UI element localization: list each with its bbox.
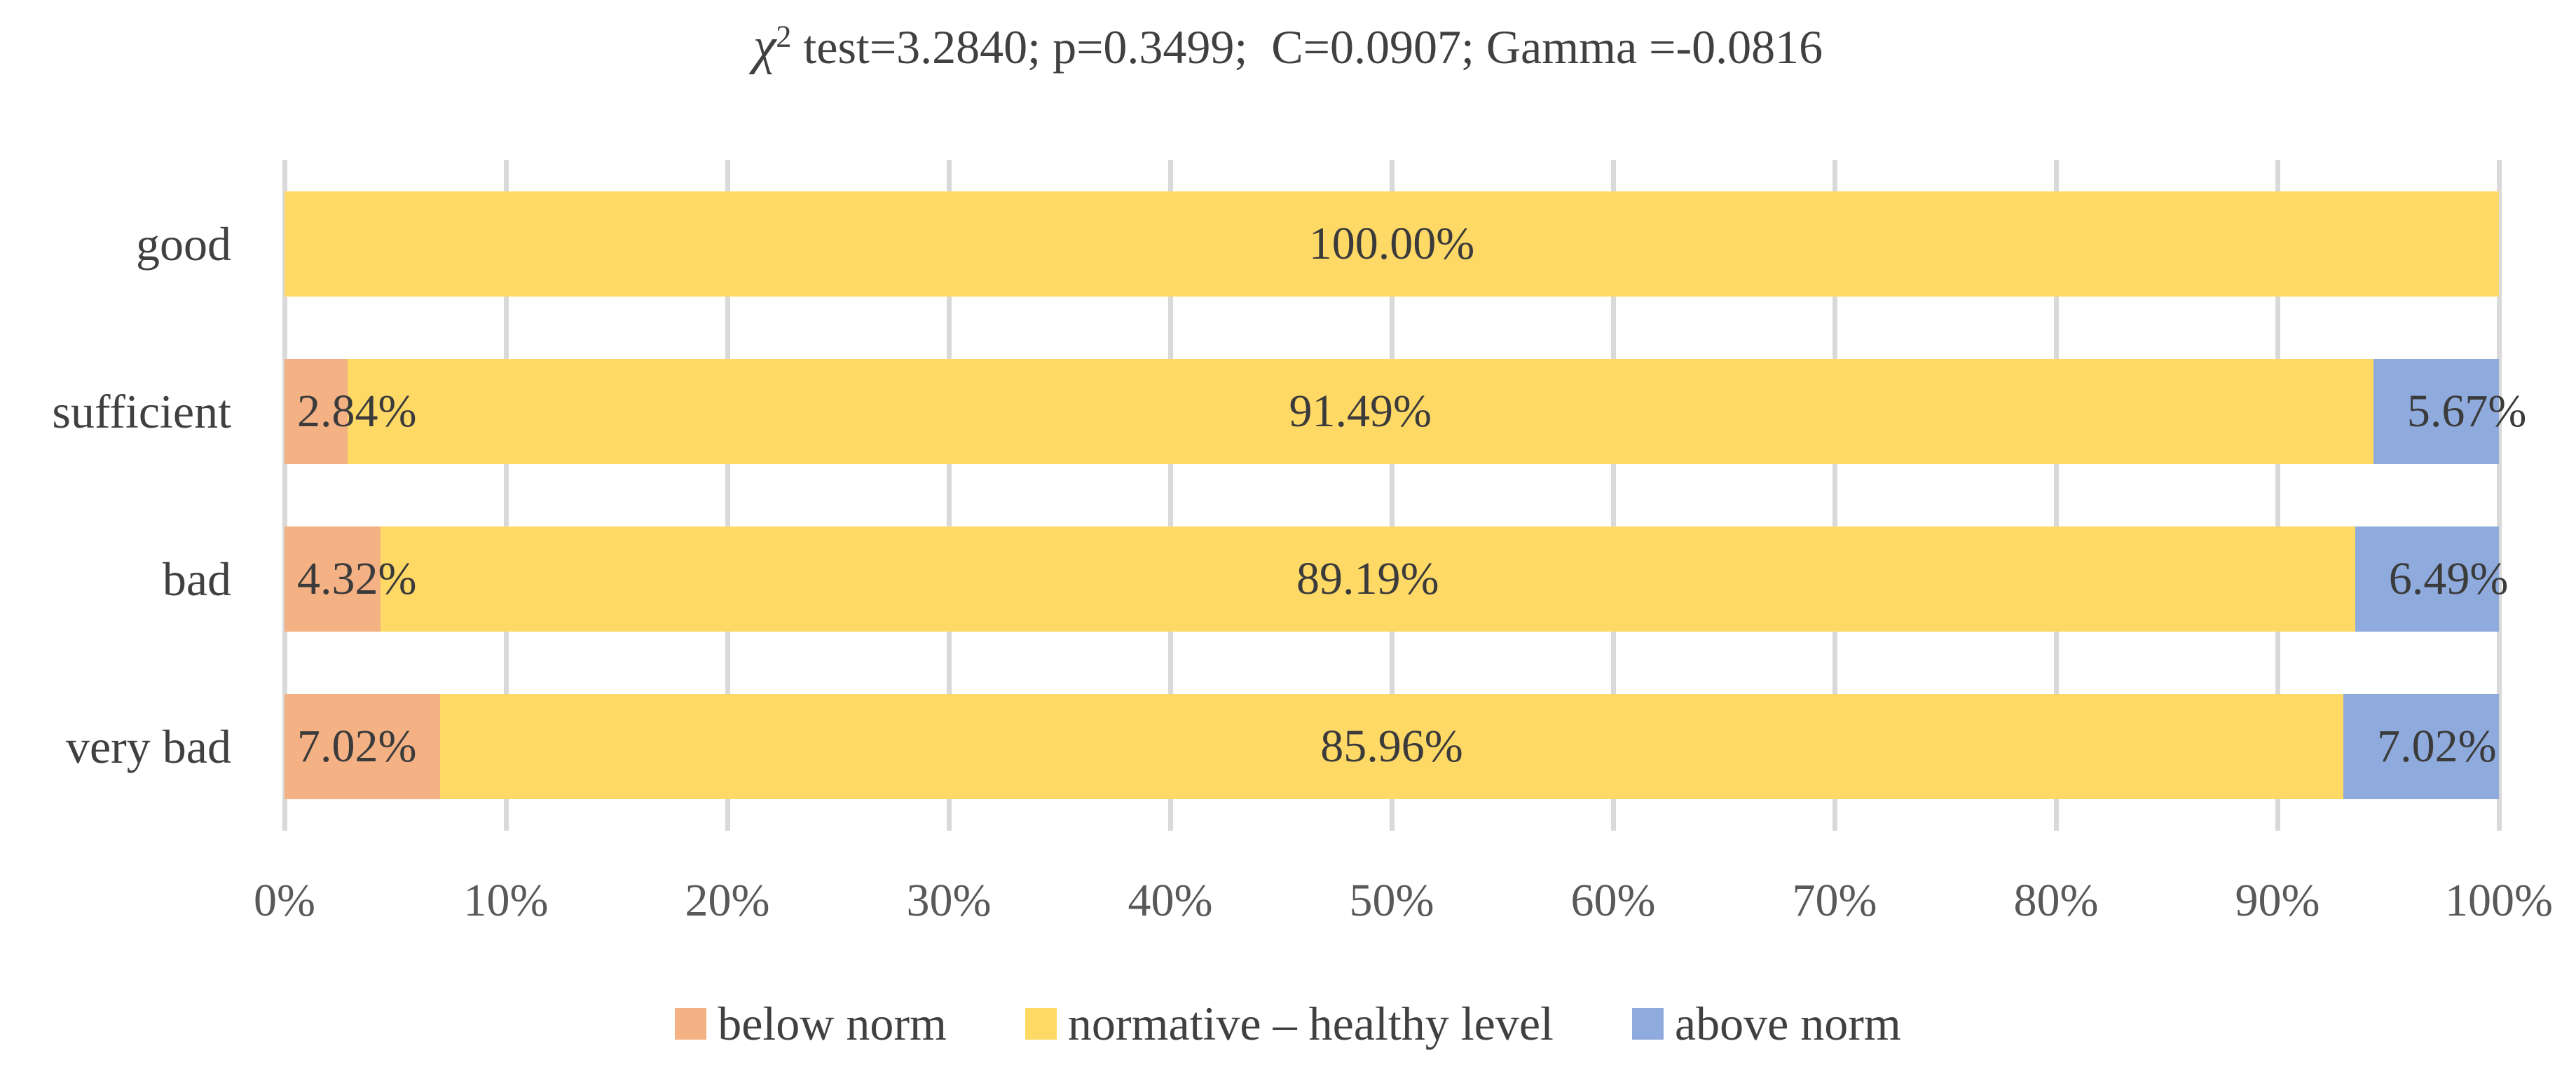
gridline [725, 160, 730, 831]
x-axis-tick-label: 0% [254, 875, 315, 926]
data-label: 89.19% [1296, 553, 1439, 605]
category-label-very-bad: very bad [65, 720, 231, 774]
bar-segment [2373, 358, 2499, 464]
legend-label: normative – healthy level [1067, 997, 1554, 1050]
bar-row-good [285, 191, 2499, 297]
category-label-sufficient: sufficient [52, 384, 231, 438]
bar-segment [2343, 694, 2499, 800]
bar-row-very-bad [285, 694, 2499, 800]
x-axis-tick-label: 20% [685, 875, 770, 926]
chart-title-text: test=3.2840; p=0.3499; C=0.0907; Gamma =… [791, 20, 1823, 74]
chi-symbol: χ [753, 18, 776, 75]
data-label: 7.02% [297, 721, 417, 773]
legend-item-above-norm: above norm [1631, 997, 1901, 1050]
data-label: 6.49% [2388, 553, 2509, 605]
bar-segment [380, 526, 2355, 632]
x-axis-tick-label: 50% [1349, 875, 1434, 926]
legend-item-normative-healthy-level: normative – healthy level [1025, 998, 1554, 1049]
gridline [504, 160, 509, 831]
category-label-good: good [136, 217, 231, 271]
bar-row-sufficient [285, 358, 2499, 464]
gridline [1390, 160, 1395, 831]
gridline [1168, 160, 1173, 831]
bar-row-bad [285, 526, 2499, 632]
x-axis-tick-label: 30% [906, 875, 992, 926]
legend-swatch-icon [675, 1007, 707, 1040]
x-axis-tick-label: 60% [1570, 875, 1656, 926]
legend-swatch-icon [1025, 1007, 1057, 1040]
bar-segment [285, 694, 440, 800]
chart-title: χ2 test=3.2840; p=0.3499; C=0.0907; Gamm… [0, 17, 2576, 76]
gridline [1832, 160, 1837, 831]
plot-area [282, 160, 2502, 831]
x-axis-tick-label: 100% [2445, 875, 2553, 926]
gridline [1611, 160, 1616, 831]
category-label-bad: bad [162, 552, 231, 606]
data-label: 4.32% [297, 553, 417, 605]
data-label: 2.84% [297, 385, 417, 437]
data-label: 5.67% [2406, 385, 2527, 437]
gridline [947, 160, 952, 831]
data-label: 7.02% [2377, 721, 2497, 773]
x-axis-tick-label: 10% [463, 875, 549, 926]
gridline [282, 160, 287, 831]
bar-segment [285, 526, 381, 632]
x-axis-tick-label: 70% [1792, 875, 1877, 926]
gridline [2497, 160, 2502, 831]
gridline [2054, 160, 2059, 831]
bar-segment [285, 191, 2499, 297]
bar-segment [347, 358, 2373, 464]
data-label: 91.49% [1289, 385, 1432, 437]
legend-item-below-norm: below norm [675, 998, 947, 1049]
x-axis-tick-label: 90% [2235, 875, 2320, 926]
bar-segment [2355, 526, 2499, 632]
x-axis-tick-label: 40% [1128, 875, 1213, 926]
legend-label: below norm [718, 997, 947, 1050]
data-label: 85.96% [1320, 721, 1463, 773]
chi-exponent: 2 [776, 19, 792, 54]
gridline [2275, 160, 2280, 831]
bar-segment [439, 694, 2344, 800]
data-label: 100.00% [1308, 217, 1475, 269]
legend: below norm normative – healthy level above… [0, 998, 2576, 1049]
legend-label: above norm [1674, 997, 1901, 1050]
bar-segment [285, 358, 348, 464]
legend-swatch-icon [1631, 1007, 1664, 1040]
x-axis-tick-label: 80% [2013, 875, 2099, 926]
